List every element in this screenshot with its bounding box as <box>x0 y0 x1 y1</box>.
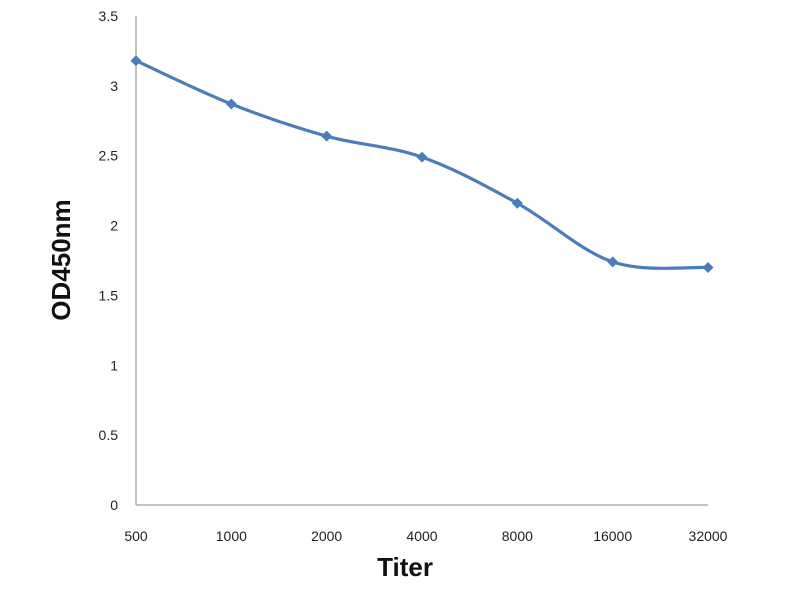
series-line <box>134 59 710 270</box>
y-tick-label: 1 <box>110 357 118 373</box>
data-point-marker <box>511 197 523 209</box>
y-axis-title: OD450nm <box>46 199 76 320</box>
data-point-marker <box>130 55 142 67</box>
data-point-marker <box>225 98 237 110</box>
y-tick-labels: 0 0.5 1 1.5 2 2.5 3 3.5 <box>99 8 119 513</box>
data-point-marker <box>416 151 428 163</box>
x-tick-label: 4000 <box>406 528 437 544</box>
y-tick-label: 3.5 <box>99 8 119 24</box>
y-tick-label: 0 <box>110 497 118 513</box>
x-tick-label: 2000 <box>311 528 342 544</box>
x-tick-label: 1000 <box>216 528 247 544</box>
series-markers <box>130 55 714 273</box>
x-tick-label: 500 <box>124 528 148 544</box>
data-point-marker <box>607 256 619 268</box>
y-tick-label: 2.5 <box>99 148 119 164</box>
x-tick-label: 32000 <box>689 528 728 544</box>
x-axis-title: Titer <box>377 552 433 582</box>
data-point-marker <box>321 130 333 142</box>
x-tick-label: 8000 <box>502 528 533 544</box>
y-tick-label: 1.5 <box>99 287 119 303</box>
data-point-marker <box>702 261 714 273</box>
x-tick-labels: 500 1000 2000 4000 8000 16000 32000 <box>124 528 727 544</box>
y-tick-label: 3 <box>110 78 118 94</box>
y-tick-label: 0.5 <box>99 427 119 443</box>
x-tick-label: 16000 <box>593 528 632 544</box>
y-tick-label: 2 <box>110 218 118 234</box>
